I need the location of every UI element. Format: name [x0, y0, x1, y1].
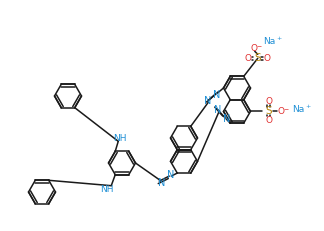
Text: N: N: [213, 90, 220, 100]
Text: N: N: [204, 96, 211, 106]
Text: O: O: [265, 116, 272, 125]
Text: +: +: [276, 36, 281, 41]
Text: O: O: [250, 44, 257, 53]
Text: S: S: [265, 106, 272, 116]
Text: N: N: [167, 170, 174, 180]
Text: O: O: [277, 107, 284, 116]
Text: O: O: [244, 54, 251, 63]
Text: O: O: [265, 97, 272, 106]
Text: O: O: [263, 54, 270, 63]
Text: N: N: [223, 114, 230, 124]
Text: −: −: [256, 44, 261, 49]
Text: S: S: [254, 53, 261, 63]
Text: N: N: [157, 178, 165, 188]
Text: NH: NH: [100, 185, 114, 194]
Text: Na: Na: [264, 37, 276, 46]
Text: −: −: [283, 106, 288, 111]
Text: NH: NH: [113, 134, 127, 143]
Text: Na: Na: [292, 105, 305, 114]
Text: +: +: [305, 104, 310, 109]
Text: N: N: [214, 105, 221, 115]
